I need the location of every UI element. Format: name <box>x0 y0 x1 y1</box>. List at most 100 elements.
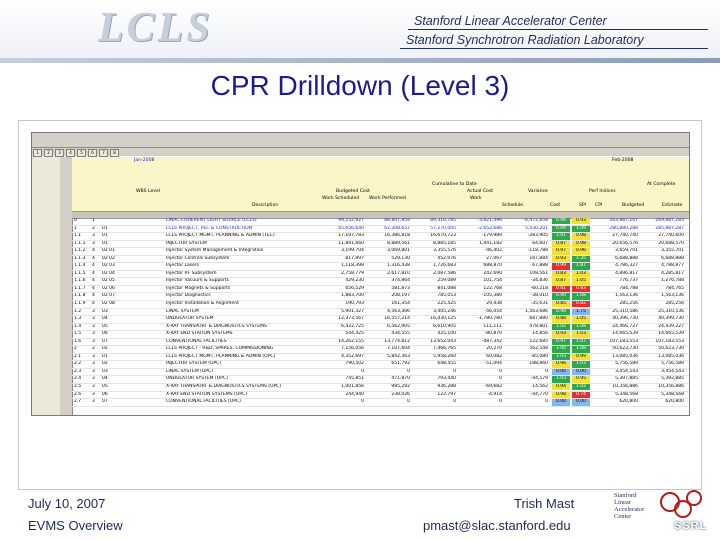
cell-bcwp: 434,555 <box>391 331 410 337</box>
cell-desc: LCLS PROJECT MGMT, PLANNING & ADMIN (TEC… <box>166 233 275 239</box>
cell-num: 2.4 <box>74 376 82 382</box>
outline-level-button[interactable]: 4 <box>66 149 75 157</box>
cell-cpi: 1.35 <box>572 255 590 263</box>
estimate-label: Estimate <box>662 203 683 208</box>
cell-bcwp: 238,026 <box>391 391 410 397</box>
spi-label: SPI <box>579 203 587 208</box>
table-row[interactable]: 2.5 3 05 X-RAY TRANSPORT & DIAGNOSTICS SYST… <box>72 384 689 392</box>
cell-eac: 5,348,568 <box>661 391 684 397</box>
table-row[interactable]: 1.2 3 03 LINAC SYSTEM 5,901,327 4,563,306 3,40… <box>72 308 689 317</box>
cell-sv: -105,380 <box>481 293 502 299</box>
table-row[interactable]: 1.1.3 4 02 02 Injector Controls Subsystem 81… <box>72 255 689 264</box>
cell-spi: 0.93 <box>552 331 570 338</box>
table-row[interactable]: 1.1.2 4 02 01 Injector System Management & … <box>72 248 689 256</box>
table-row[interactable]: 1 2 01 LCLS PROJECT, PEC & CONSTRUCTION 65,6… <box>72 225 689 234</box>
logo-text: Stanford <box>614 492 637 499</box>
cell-num: 1.1.5 <box>74 270 86 276</box>
cell-cv: -34,836 <box>530 278 548 284</box>
cell-bcws: 745,851 <box>345 376 364 382</box>
table-row[interactable]: 1.1.5 4 02 04 Injector RF Subsystem 2,758,77… <box>72 270 689 279</box>
table-row[interactable]: 1.1 3 01 LCLS PROJECT MGMT, PLANNING & ADMI… <box>72 233 689 241</box>
outline-level-button[interactable]: 1 <box>33 149 42 157</box>
cell-desc: X-RAY END STATION SYSTEMS <box>166 331 233 337</box>
table-row[interactable]: 1.1.8 4 02 07 Injector Diagnostics 1,883,700… <box>72 293 689 302</box>
cell-bcwp: 6,562,905 <box>387 323 410 329</box>
outline-level-button[interactable]: 6 <box>88 149 97 157</box>
outline-level-button[interactable]: 3 <box>55 149 64 157</box>
outline-level-button[interactable]: 5 <box>77 149 86 157</box>
cell-cv: 188,860 <box>529 361 548 367</box>
cell-desc: LCLS PROJECT, PEC & CONSTRUCTION <box>166 225 253 231</box>
cell-cpi: 1.03 <box>572 270 590 278</box>
cell-cpi: 0.83 <box>572 285 590 293</box>
cell-cv: -6,472,858 <box>523 218 548 223</box>
outline-level-button[interactable]: 8 <box>110 149 119 157</box>
cell-desc: CONVENTIONAL FACILITIES (OPC) <box>166 399 241 405</box>
cell-num: 1.1.9 <box>74 301 86 307</box>
cell-lvl: 3 <box>92 353 95 359</box>
table-row[interactable]: 1.3 3 04 UNDULATOR SYSTEM 12,373,567 16,557,2… <box>72 316 689 324</box>
cell-num: 0 <box>74 218 77 223</box>
cell-bcws: 7,156,056 <box>341 346 364 352</box>
cell-bac: 25,310,586 <box>612 308 638 314</box>
cell-wbs: 06 <box>102 391 108 397</box>
cell-wbs: 03 <box>102 308 108 314</box>
autofilter-bar[interactable] <box>72 211 689 219</box>
outline-level-button[interactable]: 7 <box>99 149 108 157</box>
footer-date: July 10, 2007 <box>28 496 106 511</box>
table-row[interactable]: 0 1 LINAC COHERENT LIGHT SOURCE (LCLS) 99,1… <box>72 218 689 226</box>
cell-wbs: 02 <box>102 346 108 352</box>
cell-wbs: 02 <box>102 361 108 367</box>
cell-bcwp: 529,130 <box>391 255 410 261</box>
cell-bac: 3,659,701 <box>615 248 638 254</box>
cell-acwp: 936,288 <box>437 384 456 390</box>
cell-bcws: 817,897 <box>345 255 364 261</box>
cell-bcws: 11,891,660 <box>338 240 364 246</box>
table-row[interactable]: 1.5 3 06 X-RAY END STATION SYSTEMS 544,425 43… <box>72 331 689 339</box>
table-row[interactable]: 2.3 3 03 LINAC SYSTEM (OPC) 0 0 0 0 0 0.00 0.00 3,4… <box>72 368 689 377</box>
cell-acwp: 6,610,905 <box>433 323 456 329</box>
table-row[interactable]: 1.1.7 4 02 06 Injector Magnets & Supports 65… <box>72 285 689 294</box>
table-row[interactable]: 2.1 3 01 LCLS PROJECT MGMT, PLANNING & ADMI… <box>72 353 689 362</box>
table-row[interactable]: 1.1.9 4 02 08 Injector Installation & Align… <box>72 301 689 309</box>
row-header-column <box>60 157 73 415</box>
cell-wbs: 05 <box>102 323 108 329</box>
cell-bcws: 65,656,640 <box>338 225 364 231</box>
cell-spi: 0.00 <box>552 368 570 376</box>
table-row[interactable]: 1.1.6 4 02 05 Injector Vacuum & Supports 429… <box>72 278 689 286</box>
cell-cpi: 0.93 <box>572 218 590 225</box>
cell-eac: 13,085,036 <box>658 353 684 359</box>
cell-wbs: 02 03 <box>102 263 115 269</box>
cell-eac: 1,563,136 <box>661 293 684 299</box>
cell-acwp: 8,885,185 <box>433 240 456 246</box>
cell-eac: 285,887,287 <box>655 225 684 231</box>
cell-bcwp: 16,386,818 <box>384 233 410 239</box>
cell-cv: 64,607 <box>532 240 548 246</box>
table-row[interactable]: 2.4 3 04 UNDULATOR SYSTEM (OPC) 745,851 471,8… <box>72 376 689 385</box>
table-row[interactable]: 1.1.1 3 01 INJECTOR SYSTEM 11,891,660 8,889,5… <box>72 240 689 249</box>
table-row[interactable]: 2.2 3 02 INJECTOR SYSTEM (OPC) 790,502 651,79… <box>72 361 689 369</box>
table-row[interactable]: 2.6 3 06 X-RAY END STATION SYSTEMS (OPC) 244… <box>72 391 689 400</box>
cell-lvl: 4 <box>92 278 95 284</box>
cell-bac: 4,786,327 <box>615 263 638 269</box>
cell-desc: Injector Magnets & Supports <box>166 285 231 291</box>
table-row[interactable]: 2.7 3 07 CONVENTIONAL FACILITIES (OPC) 0 0 0 0 0… <box>72 399 689 407</box>
cell-cpi: 1.08 <box>572 346 590 353</box>
cell-cv: 108,561 <box>529 270 548 276</box>
table-row[interactable]: 1.4 3 05 X-RAY TRANSPORT & DIAGNOSTICS SYST… <box>72 323 689 332</box>
cell-eac: 25,310,536 <box>658 308 684 314</box>
header-date: Jan-2008 <box>134 158 155 163</box>
cell-desc: UNDULATOR SYSTEM (OPC) <box>166 376 228 382</box>
outline-gutter[interactable] <box>32 157 61 415</box>
cell-bac: 620,800 <box>619 399 638 405</box>
outline-level-button[interactable]: 2 <box>44 149 53 157</box>
cell-desc: Injector Lasers <box>166 263 200 269</box>
table-row[interactable]: 2 2 02 LCLS PROJECT - R&D, SPARES, COMMISSI… <box>72 346 689 354</box>
cell-num: 1.1.8 <box>74 293 86 299</box>
table-row[interactable]: 1.6 3 07 CONVENTIONAL FACILITIES 14,262,155 1… <box>72 338 689 347</box>
table-row[interactable]: 1.1.4 4 02 03 Injector Lasers 1,118,398 1,316… <box>72 263 689 271</box>
cell-eac: 620,800 <box>665 399 684 405</box>
cell-sv: -4,914 <box>487 391 502 397</box>
cell-sv: 688,870 <box>483 263 502 269</box>
